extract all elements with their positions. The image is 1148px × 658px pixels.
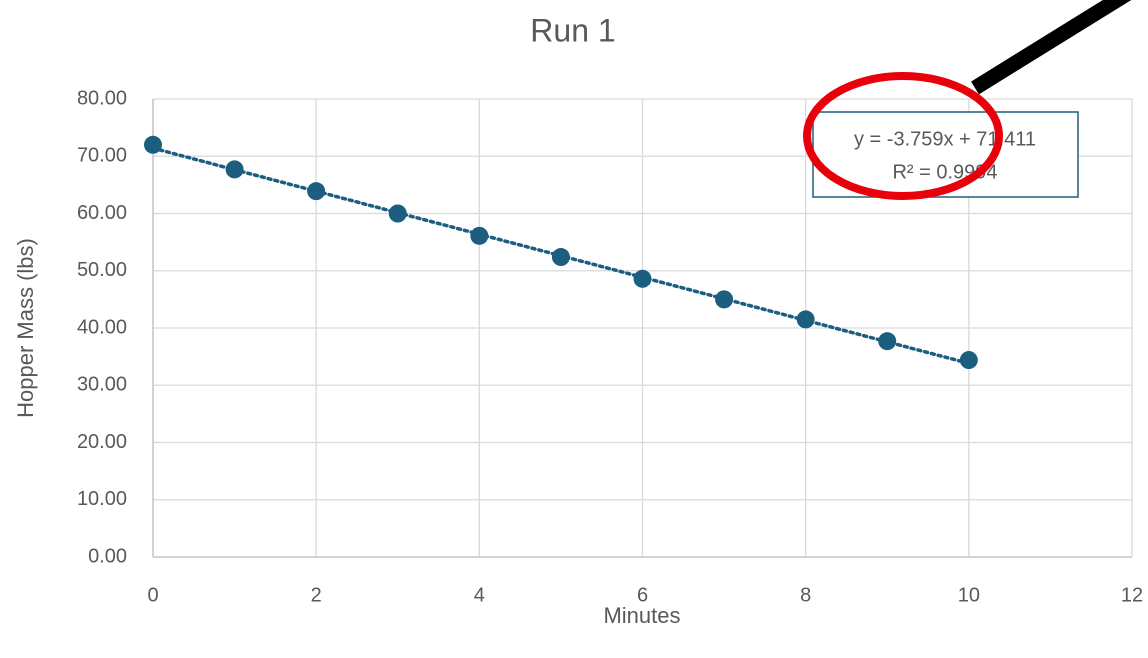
x-tick-label: 10 [958, 584, 980, 606]
data-point [715, 290, 734, 309]
grid [152, 98, 1133, 558]
y-tick-label: 30.00 [77, 374, 127, 396]
marks [144, 135, 978, 370]
x-tick-label: 6 [637, 584, 648, 606]
x-tick-label: 4 [474, 584, 485, 606]
y-axis-label: Hopper Mass (lbs) [13, 238, 38, 418]
data-point [959, 351, 978, 370]
y-tick-label: 70.00 [77, 145, 127, 167]
highlight-ellipse [803, 72, 1003, 200]
x-tick-label: 2 [311, 584, 322, 606]
data-point [470, 226, 489, 245]
x-tick-label: 0 [147, 584, 158, 606]
chart-title: Run 1 [530, 12, 615, 48]
data-point [307, 182, 326, 201]
y-tick-label: 80.00 [77, 87, 127, 109]
y-tick-label: 0.00 [88, 545, 127, 567]
x-axis-label: Minutes [603, 603, 680, 628]
data-point [388, 204, 407, 223]
annotation-box [812, 111, 1079, 198]
data-point [225, 160, 244, 179]
annotation-equation: y = -3.759x + 71.411 [854, 128, 1036, 150]
data-point [878, 332, 897, 351]
y-tick-label: 50.00 [77, 259, 127, 281]
y-tick-label: 40.00 [77, 316, 127, 338]
x-tick-label: 12 [1121, 584, 1143, 606]
data-point [144, 135, 162, 154]
y-tick-label: 60.00 [77, 202, 127, 224]
y-tick-label: 20.00 [77, 431, 127, 453]
pointer-arrow [971, 0, 1132, 95]
y-tick-label: 10.00 [77, 488, 127, 510]
data-point [633, 269, 652, 288]
x-tick-label: 8 [800, 584, 811, 606]
data-point [796, 310, 815, 329]
data-point [551, 248, 570, 267]
